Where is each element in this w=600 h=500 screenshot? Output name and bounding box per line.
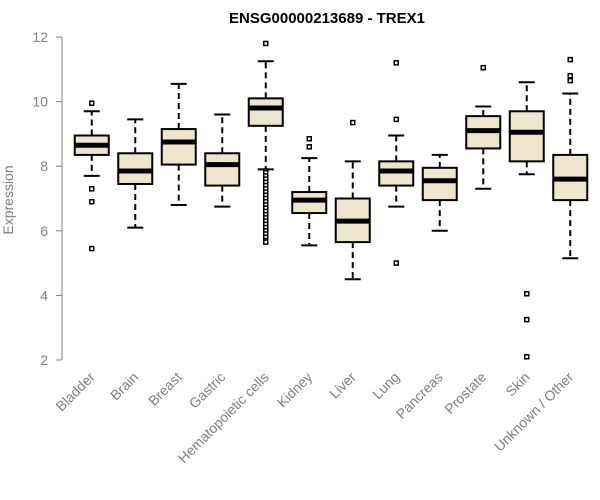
outlier-point bbox=[89, 186, 95, 192]
x-category-label: Skin bbox=[502, 369, 533, 400]
x-category-label: Unknown / Other bbox=[491, 369, 577, 455]
box-iqr bbox=[160, 128, 197, 166]
y-tick-label: 2 bbox=[40, 352, 48, 368]
box-iqr bbox=[508, 110, 545, 163]
box-bladder bbox=[73, 100, 110, 252]
outlier-point bbox=[524, 291, 530, 297]
outlier-point bbox=[567, 73, 573, 79]
plot-area bbox=[73, 40, 589, 360]
box-hematopoietic-cells bbox=[247, 40, 284, 245]
box-skin bbox=[508, 81, 545, 360]
outlier-point bbox=[393, 60, 399, 66]
box-pancreas bbox=[421, 153, 458, 232]
x-category-label: Liver bbox=[326, 369, 359, 402]
outlier-point bbox=[393, 260, 399, 266]
outlier-point bbox=[350, 119, 356, 126]
x-category-label: Gastric bbox=[186, 369, 229, 412]
outlier-point bbox=[89, 100, 95, 106]
box-iqr bbox=[247, 97, 284, 127]
y-tick-label: 4 bbox=[40, 287, 48, 303]
outlier-point bbox=[89, 245, 95, 252]
y-tick-label: 8 bbox=[40, 158, 48, 174]
outlier-point bbox=[524, 316, 530, 323]
outlier-point bbox=[89, 198, 95, 205]
outlier-point bbox=[393, 116, 399, 123]
box-brain bbox=[117, 118, 154, 229]
outlier-point bbox=[263, 40, 269, 47]
box-prostate bbox=[465, 64, 502, 190]
outlier-point bbox=[524, 354, 530, 360]
outlier-point bbox=[480, 64, 486, 71]
x-category-label: Breast bbox=[145, 369, 185, 409]
outlier-point bbox=[306, 144, 312, 150]
box-breast bbox=[160, 82, 197, 206]
outlier-point bbox=[306, 135, 312, 142]
y-tick-label: 12 bbox=[32, 29, 48, 45]
y-tick-label: 6 bbox=[40, 223, 48, 239]
x-category-label: Kidney bbox=[274, 369, 316, 411]
outlier-point bbox=[567, 56, 573, 63]
box-kidney bbox=[291, 135, 328, 247]
chart-title: ENSG00000213689 - TREX1 bbox=[229, 10, 425, 27]
y-tick-label: 10 bbox=[32, 94, 48, 110]
box-iqr bbox=[421, 166, 458, 202]
x-category-label: Lung bbox=[369, 369, 402, 402]
x-category-label: Bladder bbox=[52, 369, 98, 415]
box-liver bbox=[334, 119, 371, 281]
x-category-label: Prostate bbox=[441, 369, 489, 417]
x-category-label: Pancreas bbox=[393, 369, 446, 422]
y-axis-title: Expression bbox=[0, 165, 16, 234]
outlier-point bbox=[263, 239, 269, 245]
y-axis: 2 4 6 8 10 12 bbox=[32, 29, 63, 368]
box-lung bbox=[378, 60, 415, 266]
box-unknown-other bbox=[552, 56, 589, 260]
outlier-point bbox=[567, 77, 573, 84]
box-iqr bbox=[204, 152, 241, 187]
x-category-label: Brain bbox=[107, 369, 141, 403]
box-gastric bbox=[204, 113, 241, 208]
